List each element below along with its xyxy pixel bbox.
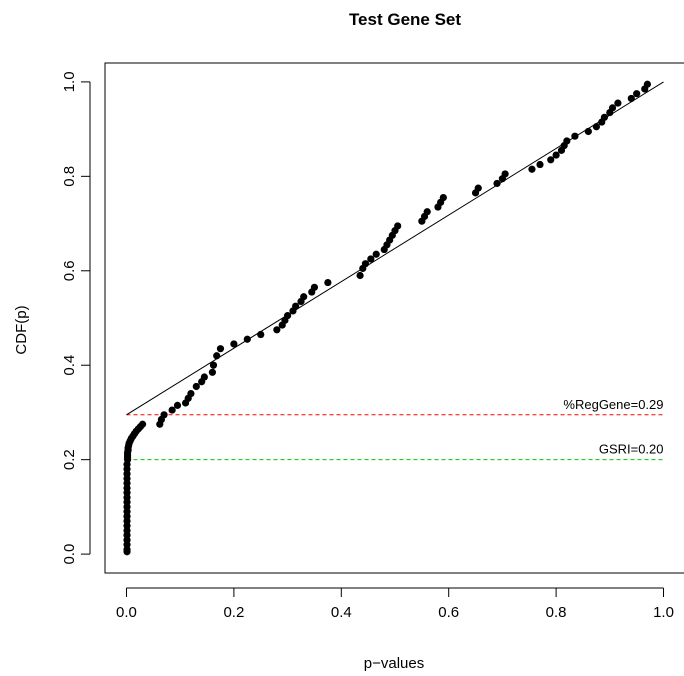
- data-point: [230, 340, 238, 348]
- data-point: [547, 156, 555, 164]
- chart-title: Test Gene Set: [349, 10, 461, 29]
- y-axis-label: CDF(p): [13, 305, 30, 354]
- data-point: [600, 113, 609, 121]
- data-point: [216, 345, 225, 353]
- data-point: [273, 326, 281, 334]
- data-point: [324, 278, 332, 287]
- data-point: [372, 250, 380, 258]
- data-point: [243, 335, 251, 343]
- data-point: [614, 99, 622, 107]
- fit-line-group: [126, 81, 664, 416]
- y-tick-label: 0.8: [61, 166, 78, 187]
- reference-annotations: %RegGene=0.29 GSRI=0.20: [563, 397, 663, 457]
- reference-label-2: GSRI=0.20: [599, 442, 664, 457]
- y-tick-label: 0.0: [61, 544, 78, 565]
- data-point: [627, 94, 635, 103]
- x-tick-label: 0.8: [546, 604, 567, 621]
- data-point: [501, 170, 509, 178]
- data-point: [536, 160, 544, 169]
- data-point: [423, 208, 431, 216]
- data-point: [571, 132, 579, 140]
- x-tick-label: 1.0: [653, 604, 674, 621]
- data-point: [356, 271, 364, 280]
- data-point: [138, 420, 147, 428]
- data-point: [367, 255, 375, 263]
- y-tick-label: 0.4: [61, 355, 78, 376]
- data-point: [394, 222, 402, 230]
- data-point: [592, 123, 600, 131]
- data-point: [310, 283, 319, 291]
- y-axis: 0.0 0.2 0.4 0.6 0.8 1.0: [61, 71, 91, 565]
- data-point: [439, 193, 447, 202]
- data-point: [160, 411, 168, 419]
- data-point: [213, 352, 221, 360]
- x-tick-label: 0.2: [223, 604, 244, 621]
- data-point: [168, 406, 176, 414]
- data-point: [283, 312, 292, 320]
- x-axis: 0.0 0.2 0.4 0.6 0.8 1.0: [116, 587, 674, 621]
- data-point: [192, 382, 200, 391]
- y-tick-label: 0.2: [61, 449, 78, 470]
- data-point: [300, 293, 308, 301]
- data-point: [361, 260, 370, 268]
- x-tick-label: 0.4: [331, 604, 352, 621]
- data-point: [552, 151, 560, 159]
- data-point: [493, 179, 501, 188]
- y-tick-label: 0.6: [61, 260, 78, 281]
- data-point: [187, 389, 195, 398]
- data-point: [584, 127, 592, 136]
- x-tick-label: 0.6: [438, 604, 459, 621]
- data-points: [123, 80, 652, 556]
- plot-frame: [104, 62, 684, 574]
- data-point: [474, 184, 482, 192]
- data-point: [528, 165, 536, 173]
- data-point: [200, 373, 208, 381]
- data-point: [608, 104, 617, 112]
- data-point: [208, 368, 217, 376]
- data-point: [173, 401, 182, 409]
- data-point: [209, 361, 218, 369]
- y-tick-label: 1.0: [61, 71, 78, 92]
- reference-label-1: %RegGene=0.29: [563, 397, 663, 412]
- x-tick-label: 0.0: [116, 604, 137, 621]
- data-point: [633, 90, 641, 98]
- fit-line: [126, 81, 664, 416]
- data-point: [292, 302, 300, 310]
- x-axis-label: p−values: [364, 655, 424, 672]
- reference-lines: [126, 414, 664, 461]
- data-point: [257, 330, 265, 339]
- data-point: [563, 137, 571, 145]
- data-point: [643, 80, 652, 88]
